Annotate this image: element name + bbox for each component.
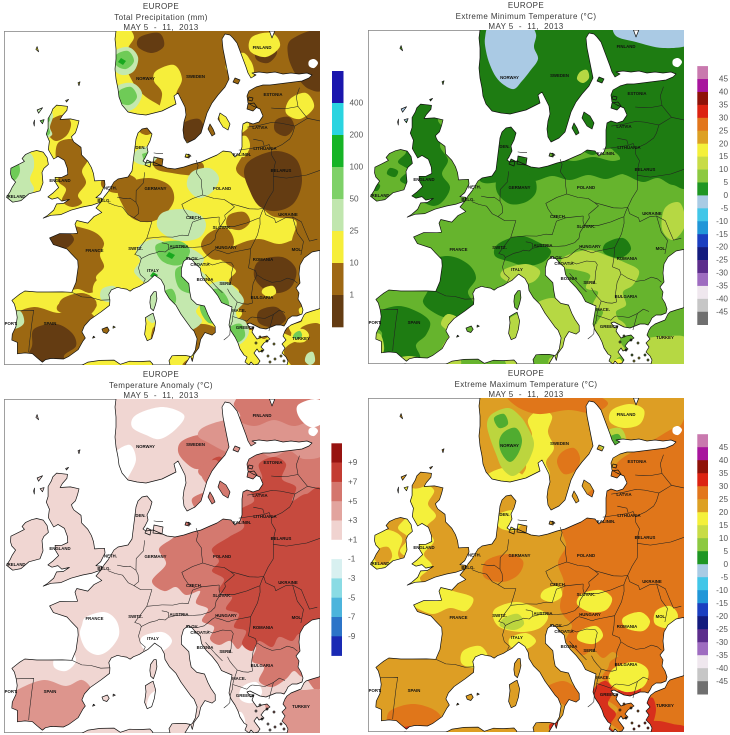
svg-text:+1: +1 [348,535,358,544]
svg-text:10: 10 [719,165,729,174]
svg-text:-15: -15 [716,599,728,608]
svg-text:40: 40 [719,88,729,97]
svg-text:-25: -25 [716,625,728,634]
svg-text:-30: -30 [716,269,728,278]
svg-text:30: 30 [719,482,729,491]
svg-text:40: 40 [719,456,729,465]
svg-text:45: 45 [719,443,729,452]
svg-text:25: 25 [350,227,360,236]
svg-text:-30: -30 [716,638,728,647]
svg-text:30: 30 [719,113,729,122]
svg-text:-15: -15 [716,230,728,239]
svg-text:25: 25 [719,495,729,504]
svg-text:20: 20 [719,139,729,148]
svg-text:-25: -25 [716,256,728,265]
svg-text:0: 0 [723,560,728,569]
svg-text:100: 100 [350,163,364,172]
svg-text:-1: -1 [348,555,356,564]
svg-text:-20: -20 [716,612,728,621]
svg-text:-5: -5 [721,204,729,213]
svg-text:1: 1 [350,291,355,300]
svg-text:-10: -10 [716,586,728,595]
svg-text:50: 50 [350,195,360,204]
svg-text:35: 35 [719,100,729,109]
svg-text:+7: +7 [348,478,358,487]
svg-text:-35: -35 [716,651,728,660]
svg-text:-10: -10 [716,217,728,226]
svg-text:5: 5 [723,178,728,187]
svg-text:-5: -5 [721,573,729,582]
svg-text:45: 45 [719,75,729,84]
svg-text:-40: -40 [716,294,728,303]
svg-text:-3: -3 [348,574,356,583]
svg-text:200: 200 [350,131,364,140]
svg-text:400: 400 [350,99,364,108]
svg-text:+9: +9 [348,458,358,467]
svg-text:15: 15 [719,521,729,530]
svg-text:35: 35 [719,469,729,478]
svg-text:10: 10 [719,534,729,543]
svg-text:-40: -40 [716,664,728,673]
svg-text:+3: +3 [348,516,358,525]
svg-text:-9: -9 [348,632,356,641]
svg-text:10: 10 [350,259,360,268]
svg-text:-45: -45 [716,677,728,686]
svg-text:25: 25 [719,126,729,135]
svg-text:20: 20 [719,508,729,517]
svg-text:-7: -7 [348,613,356,622]
svg-text:-5: -5 [348,593,356,602]
svg-text:0: 0 [723,191,728,200]
svg-text:5: 5 [723,547,728,556]
svg-text:-20: -20 [716,243,728,252]
svg-text:-45: -45 [716,307,728,316]
svg-text:15: 15 [719,152,729,161]
svg-text:-35: -35 [716,282,728,291]
svg-text:+5: +5 [348,497,358,506]
